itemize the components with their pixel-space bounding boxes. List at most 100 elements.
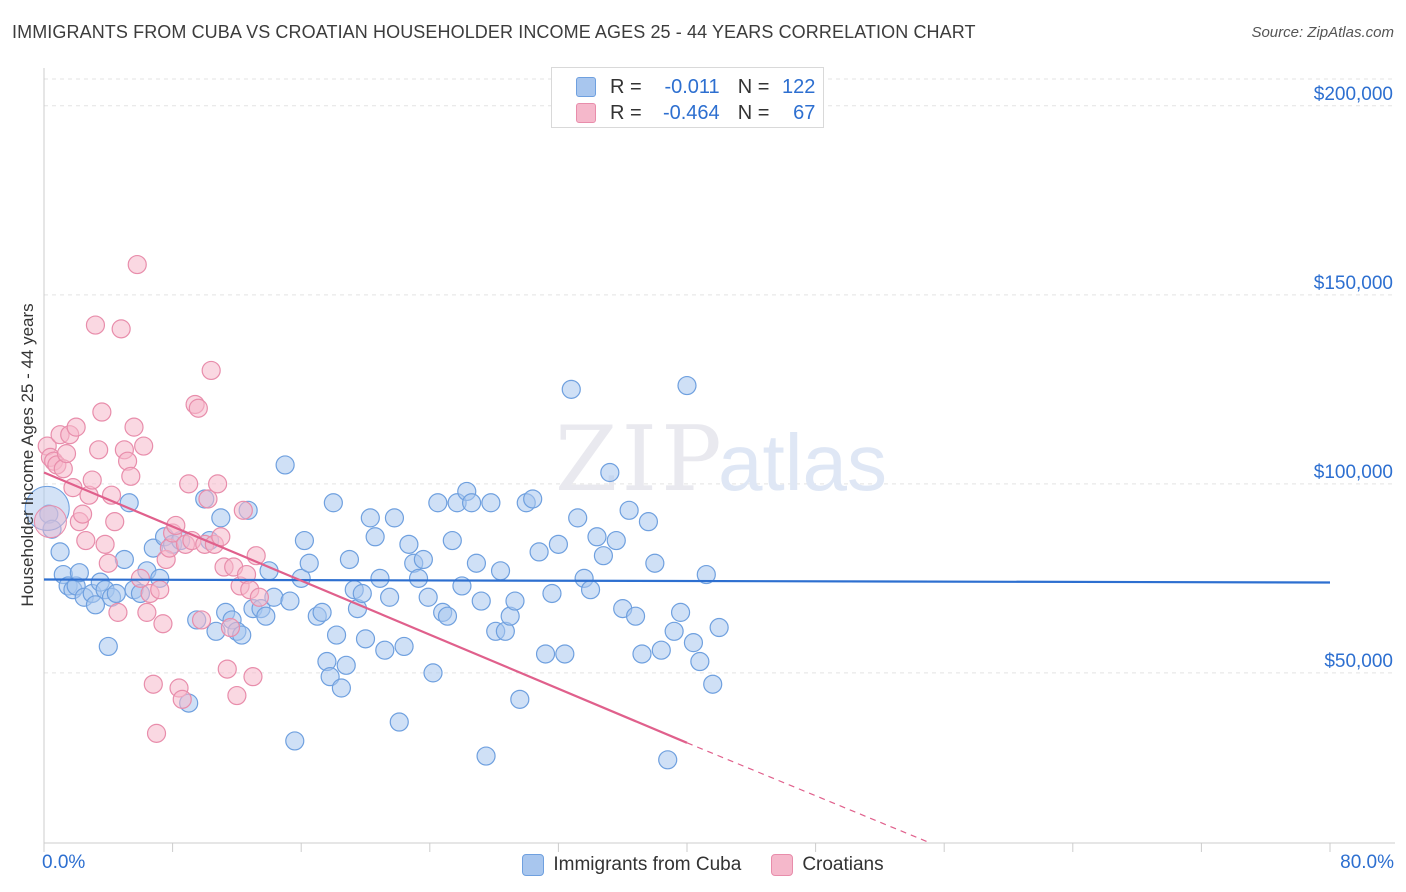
series-0-point-65 [380, 587, 400, 607]
series-0-point-31 [211, 508, 231, 528]
x-tick-label-min: 0.0% [42, 852, 86, 873]
legend-label-cuba: Immigrants from Cuba [553, 854, 742, 875]
series-1-points [37, 254, 270, 743]
series-1-point-50 [198, 489, 218, 509]
series-1-point-14 [82, 470, 102, 490]
series-0-point-83 [466, 553, 487, 573]
legend-item-croatians: Croatians [771, 854, 884, 876]
series-1-point-64 [243, 667, 263, 687]
trend-line-croatians-extension [686, 742, 931, 844]
series-0-point-2 [50, 542, 70, 562]
legend-n-label: N = [737, 101, 770, 124]
series-0-point-116 [664, 621, 684, 641]
series-0-point-98 [548, 534, 569, 554]
series-1-point-29 [130, 568, 151, 588]
legend-r-label: R = [610, 101, 642, 124]
series-legend: Immigrants from Cuba Croatians [0, 852, 1406, 878]
legend-n-value: 67 [793, 101, 816, 124]
legend-swatch-cuba [522, 854, 545, 876]
series-1-point-59 [227, 685, 247, 706]
series-0-point-120 [690, 651, 710, 672]
series-0-point-113 [645, 553, 665, 573]
series-1-point-48 [191, 610, 212, 630]
trend-lines [43, 471, 1331, 844]
series-1-point-61 [233, 500, 253, 520]
stats-legend: R = -0.011 N = 122 R = -0.464 N = 67 [551, 67, 824, 128]
series-0-point-115 [658, 750, 678, 770]
series-0-point-73 [418, 587, 438, 607]
series-0-point-103 [580, 580, 601, 600]
series-0-point-10 [85, 595, 106, 615]
series-0-point-49 [312, 602, 332, 622]
series-0-point-68 [394, 636, 414, 657]
series-0-point-114 [651, 640, 671, 660]
legend-item-cuba: Immigrants from Cuba [522, 854, 741, 876]
y-tick-label-3: $200,000 [1314, 84, 1393, 105]
series-0-point-112 [638, 512, 659, 532]
legend-r-label: R = [610, 75, 642, 98]
series-0-point-94 [523, 489, 543, 509]
legend-swatch-blue [576, 77, 596, 97]
series-1-point-28 [127, 254, 147, 275]
series-1-point-36 [153, 614, 173, 634]
series-0-point-106 [600, 462, 620, 483]
y-axis-label: Householder Income Ages 25 - 44 years [18, 303, 37, 607]
series-1-point-53 [208, 474, 228, 494]
series-0-point-118 [677, 375, 697, 396]
y-tick-label-0: $50,000 [1324, 651, 1393, 672]
series-0-point-75 [428, 493, 448, 513]
series-0-point-13 [98, 636, 118, 657]
chart-title: IMMIGRANTS FROM CUBA VS CROATIAN HOUSEHO… [12, 22, 976, 42]
series-0-point-43 [280, 591, 300, 611]
series-0-point-97 [542, 583, 562, 604]
series-0-point-78 [442, 530, 462, 551]
watermark-zip: ZIP [555, 407, 726, 512]
series-0-point-59 [352, 583, 372, 604]
series-0-point-100 [561, 379, 581, 399]
series-0-point-99 [555, 644, 575, 664]
series-0-point-67 [389, 712, 409, 732]
series-1-point-19 [98, 553, 118, 573]
series-1-point-35 [150, 580, 170, 600]
series-1-point-27 [124, 417, 144, 437]
series-0-point-16 [114, 549, 134, 570]
series-0-point-47 [299, 553, 319, 573]
series-0-point-64 [375, 640, 395, 660]
series-1-point-17 [92, 402, 112, 422]
series-0-point-109 [619, 500, 639, 520]
y-tick-labels: $50,000 $100,000 $150,000 $200,000 [1314, 84, 1393, 672]
series-1-point-21 [105, 512, 125, 532]
series-0-point-63 [370, 568, 390, 588]
series-1-point-56 [217, 659, 237, 679]
series-0-point-54 [331, 678, 351, 698]
series-0-point-77 [437, 606, 458, 626]
series-0-point-85 [476, 746, 496, 766]
series-0-point-61 [360, 508, 380, 528]
series-0-point-71 [408, 568, 429, 588]
legend-swatch-croatians [771, 854, 794, 876]
legend-n-value: 122 [782, 75, 816, 98]
series-0-point-92 [510, 689, 530, 709]
series-1-point-51 [201, 360, 221, 381]
series-1-point-30 [134, 436, 154, 456]
series-1-point-18 [95, 534, 115, 554]
series-0-point-66 [384, 508, 405, 528]
series-0-point-107 [606, 530, 626, 551]
series-1-point-9 [66, 417, 86, 437]
trend-line-croatians [43, 471, 688, 744]
series-0-point-39 [256, 606, 276, 626]
series-0-point-101 [568, 508, 588, 528]
series-0-point-88 [490, 561, 511, 581]
legend-n-label: N = [737, 75, 770, 98]
series-1-point-23 [111, 319, 131, 339]
series-0-point-62 [365, 527, 385, 547]
trend-line-cuba [43, 578, 1331, 584]
series-0-point-82 [461, 493, 482, 513]
source-label: Source: ZipAtlas.com [1251, 24, 1394, 41]
series-0-point-7 [69, 563, 89, 583]
series-0-point-56 [339, 549, 360, 570]
series-0-point-86 [481, 493, 501, 513]
series-0-point-105 [593, 546, 614, 566]
legend-row-cuba: R = -0.011 N = 122 [576, 75, 815, 99]
y-tick-label-1: $100,000 [1314, 462, 1393, 483]
